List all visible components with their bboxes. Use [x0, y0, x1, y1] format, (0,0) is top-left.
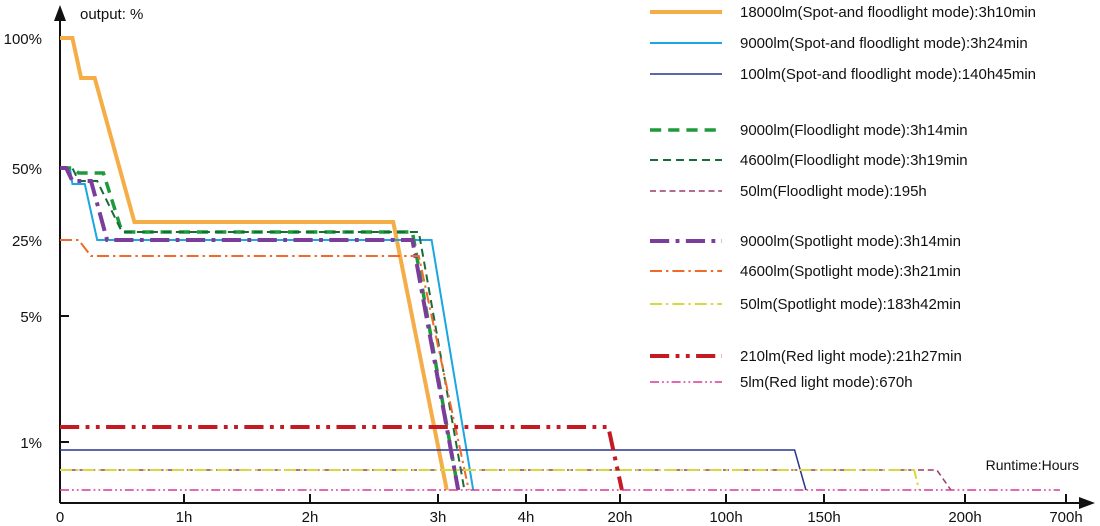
series-line-7	[60, 168, 458, 490]
series-line-9	[60, 470, 919, 490]
y-axis-title: output: %	[80, 6, 143, 23]
series-line-2	[60, 168, 473, 490]
y-axis-arrow	[54, 5, 66, 21]
y-tick-label: 100%	[4, 31, 42, 48]
x-tick-label: 150h	[807, 509, 840, 526]
series-line-4	[60, 168, 458, 490]
y-tick-label: 1%	[20, 435, 42, 452]
x-tick-label: 4h	[518, 509, 535, 526]
legend-label-10: 210lm(Red light mode):21h27min	[740, 348, 962, 365]
legend-label-8: 4600lm(Spotlight mode):3h21min	[740, 263, 961, 280]
x-tick-label: 2h	[302, 509, 319, 526]
x-tick-label: 200h	[948, 509, 981, 526]
legend-label-1: 18000lm(Spot-and floodlight mode):3h10mi…	[740, 4, 1036, 21]
legend-label-11: 5lm(Red light mode):670h	[740, 374, 913, 391]
x-axis-arrow	[1079, 497, 1095, 509]
x-tick-label: 3h	[430, 509, 447, 526]
series-line-6	[60, 470, 951, 490]
x-tick-label: 100h	[709, 509, 742, 526]
series-line-1	[60, 38, 447, 490]
x-axis-title: Runtime:Hours	[986, 457, 1079, 473]
legend-label-6: 50lm(Floodlight mode):195h	[740, 183, 927, 200]
x-tick-label: 700h	[1049, 509, 1082, 526]
legend-label-3: 100lm(Spot-and floodlight mode):140h45mi…	[740, 66, 1036, 83]
series-line-5	[60, 168, 464, 490]
x-tick-label: 20h	[607, 509, 632, 526]
series-line-8	[60, 240, 469, 490]
series-line-10	[60, 427, 622, 490]
legend-label-5: 4600lm(Floodlight mode):3h19min	[740, 152, 968, 169]
y-tick-label: 5%	[20, 309, 42, 326]
legend-label-7: 9000lm(Spotlight mode):3h14min	[740, 233, 961, 250]
y-tick-label: 25%	[12, 233, 42, 250]
x-tick-label: 1h	[176, 509, 193, 526]
y-tick-label: 50%	[12, 161, 42, 178]
chart-legend: 18000lm(Spot-and floodlight mode):3h10mi…	[650, 4, 1036, 391]
legend-label-2: 9000lm(Spot-and floodlight mode):3h24min	[740, 35, 1028, 52]
legend-label-4: 9000lm(Floodlight mode):3h14min	[740, 122, 968, 139]
legend-label-9: 50lm(Spotlight mode):183h42min	[740, 296, 961, 313]
x-tick-label: 0	[56, 509, 64, 526]
